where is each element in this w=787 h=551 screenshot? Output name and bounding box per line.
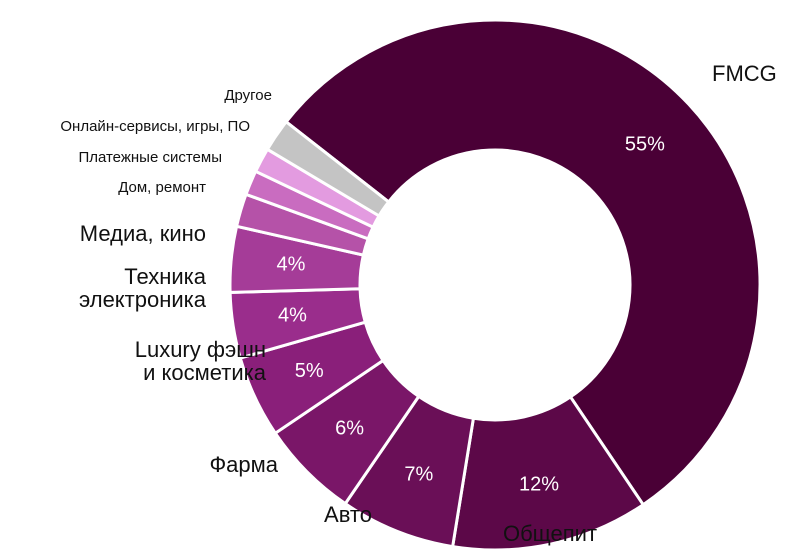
value-label: 12% <box>519 473 559 495</box>
category-label: Luxury фэшн и косметика <box>134 337 266 386</box>
value-label: 7% <box>404 464 433 486</box>
category-label: Авто <box>324 502 372 527</box>
category-label: Медиа, кино <box>79 221 206 246</box>
category-label: Техника электроника <box>78 264 206 313</box>
value-label: 6% <box>335 418 364 440</box>
value-label: 4% <box>277 253 306 275</box>
category-label: Дом, ремонт <box>118 179 206 196</box>
value-label: 5% <box>295 360 324 382</box>
value-label: 4% <box>278 305 307 327</box>
category-label: Фарма <box>209 452 278 477</box>
donut-segment <box>265 119 391 218</box>
category-label: Другое <box>224 87 272 104</box>
category-label: Общепит <box>502 521 598 546</box>
category-label: Платежные системы <box>78 149 222 166</box>
category-label: Онлайн-сервисы, игры, ПО <box>60 118 250 135</box>
category-label: FMCG <box>712 61 777 86</box>
value-label: 55% <box>625 133 665 155</box>
donut-segment <box>284 18 762 507</box>
